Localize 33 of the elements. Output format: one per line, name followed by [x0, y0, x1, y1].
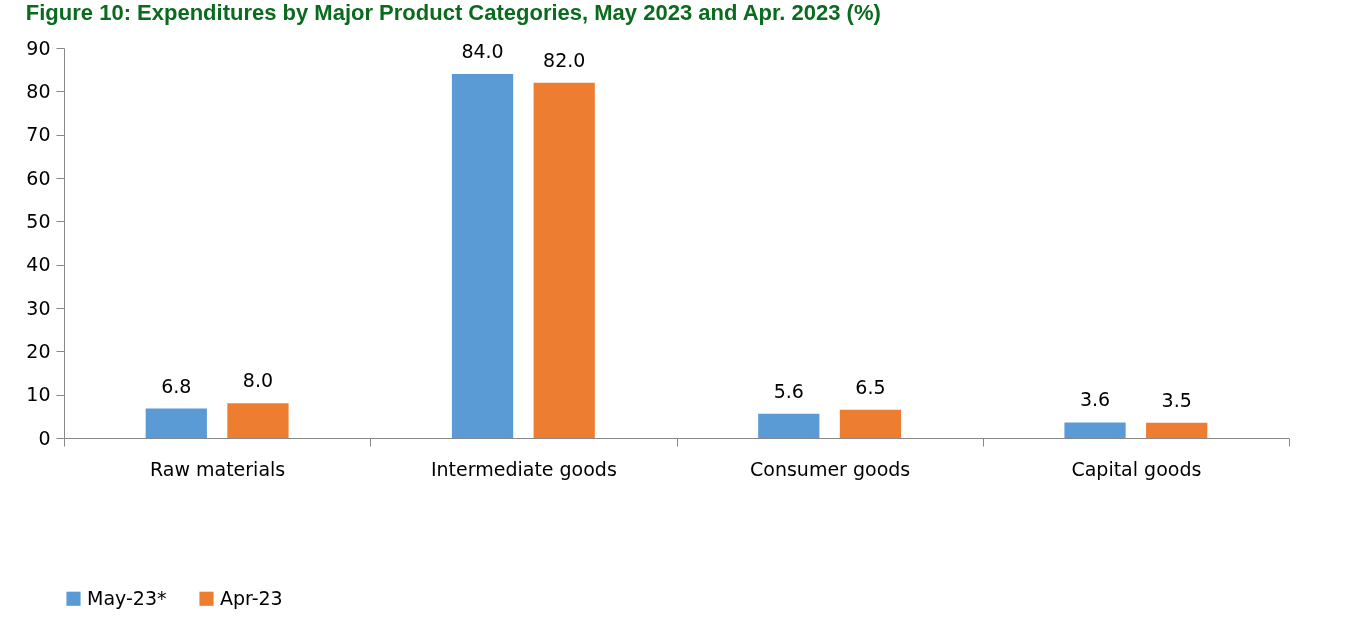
data-label: 3.5 [1161, 388, 1192, 411]
bar [839, 409, 902, 438]
y-tick-label: 30 [26, 296, 51, 319]
bar [1146, 422, 1208, 438]
y-tick-label: 70 [26, 123, 51, 146]
x-tick-label: Consumer goods [750, 457, 911, 480]
data-label: 6.8 [161, 374, 192, 397]
y-tick-label: 80 [26, 79, 51, 102]
data-label: 8.0 [242, 369, 274, 392]
data-label: 3.6 [1079, 388, 1111, 411]
legend-label: May-23* [87, 586, 167, 609]
y-tick-label: 20 [26, 339, 51, 362]
x-tick-label: Raw materials [150, 457, 286, 480]
y-tick-label: 10 [26, 383, 51, 406]
bar [227, 403, 289, 438]
legend-label: Apr-23 [220, 586, 283, 609]
y-tick-label: 40 [26, 253, 51, 276]
bar [1064, 422, 1126, 438]
chart-title: Figure 10: Expenditures by Major Product Categories, May 2023 and Apr. 2023 (%) [25, 0, 881, 25]
y-tick-label: 90 [26, 36, 51, 59]
bar [758, 413, 820, 438]
data-label: 84.0 [461, 40, 504, 62]
data-label: 5.6 [773, 379, 804, 402]
bar [145, 408, 207, 438]
y-tick-label: 60 [26, 166, 51, 189]
bar [533, 82, 595, 438]
data-label: 6.5 [855, 375, 886, 398]
bar [451, 74, 514, 438]
x-tick-label: Capital goods [1071, 457, 1202, 480]
data-label: 82.0 [543, 48, 586, 71]
x-tick-label: Intermediate goods [430, 457, 617, 480]
y-tick-label: 50 [26, 209, 51, 232]
y-tick-label: 0 [38, 426, 51, 449]
